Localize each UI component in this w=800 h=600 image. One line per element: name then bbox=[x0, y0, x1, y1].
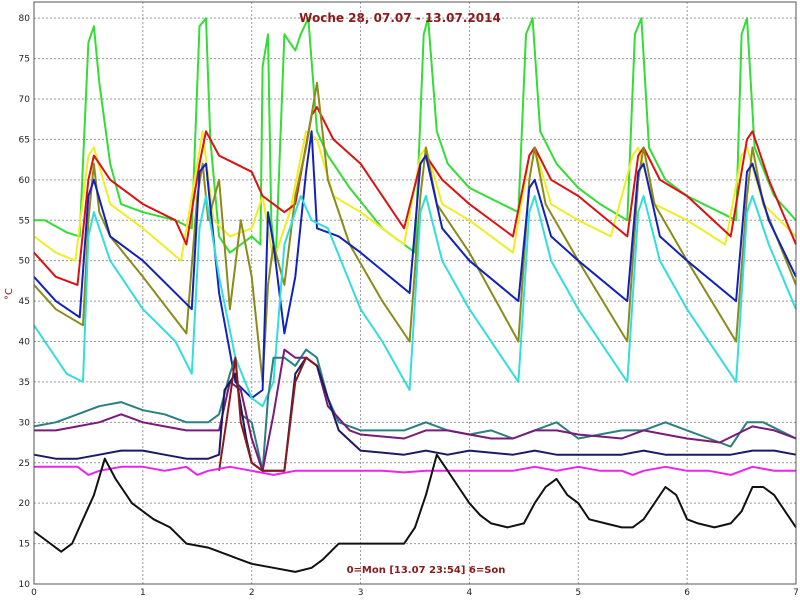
y-tick-label: 45 bbox=[19, 297, 30, 307]
x-tick-label: 2 bbox=[249, 588, 255, 598]
y-tick-label: 10 bbox=[19, 580, 31, 590]
chart-footer: 0=Mon [13.07 23:54] 6=Son bbox=[347, 565, 506, 576]
series-line-12 bbox=[33, 453, 797, 573]
x-tick-label: 0 bbox=[31, 588, 37, 598]
series-line-7 bbox=[33, 348, 797, 472]
y-tick-label: 55 bbox=[19, 216, 30, 226]
series-line-3 bbox=[33, 106, 797, 286]
x-tick-label: 6 bbox=[684, 588, 690, 598]
y-tick-label: 40 bbox=[19, 338, 31, 348]
y-tick-label: 50 bbox=[19, 257, 31, 267]
y-tick-label: 70 bbox=[19, 95, 31, 105]
series-line-10 bbox=[218, 356, 318, 472]
chart-title: Woche 28, 07.07 - 13.07.2014 bbox=[299, 11, 501, 25]
y-tick-label: 80 bbox=[19, 14, 31, 24]
y-tick-label: 65 bbox=[19, 135, 30, 145]
x-tick-label: 4 bbox=[467, 588, 473, 598]
series-line-9 bbox=[33, 356, 797, 472]
y-tick-label: 20 bbox=[19, 499, 31, 509]
series-line-5 bbox=[33, 130, 797, 400]
series-line-11 bbox=[34, 465, 796, 476]
series-line-4 bbox=[33, 81, 797, 383]
y-tick-label: 35 bbox=[19, 378, 30, 388]
series-line-6 bbox=[33, 195, 797, 408]
y-tick-label: 60 bbox=[19, 176, 31, 186]
x-tick-label: 7 bbox=[793, 588, 799, 598]
plot-frame bbox=[33, 1, 797, 585]
series-lines bbox=[33, 17, 797, 573]
y-tick-label: 75 bbox=[19, 55, 30, 65]
y-tick-label: 15 bbox=[19, 540, 30, 550]
y-tick-label: 30 bbox=[19, 418, 31, 428]
series-line-8 bbox=[34, 348, 797, 472]
x-tick-label: 5 bbox=[575, 588, 581, 598]
y-axis-label: °C bbox=[4, 288, 15, 300]
x-tick-label: 3 bbox=[358, 588, 364, 598]
y-tick-label: 25 bbox=[19, 459, 30, 469]
x-tick-label: 1 bbox=[140, 588, 146, 598]
